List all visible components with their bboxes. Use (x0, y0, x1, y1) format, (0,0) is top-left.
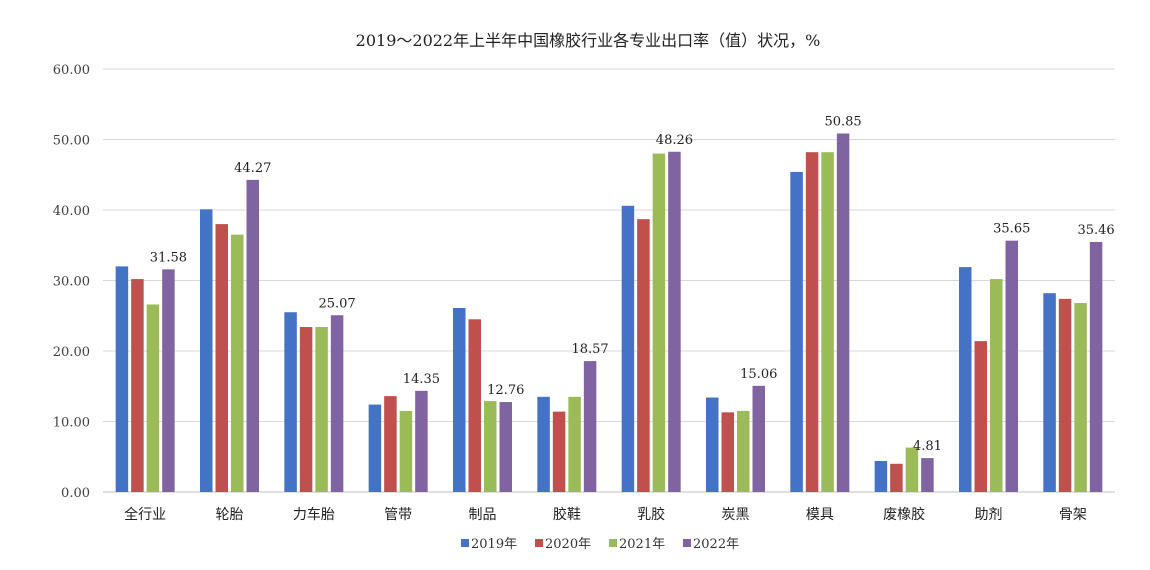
chart-title: 2019～2022年上半年中国橡胶行业各专业出口率（值）状况，% (356, 31, 821, 50)
x-category-label: 力车胎 (293, 506, 335, 523)
bar (246, 179, 259, 493)
x-category-label: 炭黑 (722, 507, 750, 523)
bar (921, 458, 934, 492)
x-category-label: 助剂 (975, 507, 1003, 523)
bar (1005, 240, 1018, 492)
bar (974, 341, 987, 492)
x-category-label: 模具 (806, 507, 834, 523)
legend-label: 2022年 (693, 537, 739, 552)
bar (1089, 242, 1103, 492)
bar (415, 390, 428, 492)
bar (215, 224, 228, 492)
y-tick-label: 0.00 (61, 486, 90, 501)
bar (146, 304, 160, 492)
bar (836, 133, 850, 492)
bar (453, 307, 466, 492)
data-label: 44.27 (234, 161, 271, 176)
y-tick-label: 10.00 (53, 416, 90, 431)
bar (568, 396, 581, 492)
legend-swatch (461, 539, 469, 547)
x-category-label: 管带 (384, 507, 412, 523)
bar (668, 151, 681, 492)
y-tick-label: 50.00 (53, 134, 90, 149)
bar (115, 266, 129, 492)
y-tick-label: 30.00 (53, 275, 90, 290)
bar (484, 401, 497, 492)
data-label: 35.46 (1077, 223, 1114, 238)
data-label: 15.06 (740, 367, 777, 382)
bar (468, 319, 481, 492)
bar (552, 411, 566, 492)
y-axis-ticks: 0.00 10.00 20.00 30.00 40.00 50.00 60.00 (53, 63, 90, 501)
bar (231, 234, 244, 493)
bar (805, 152, 819, 492)
x-axis-categories: 全行业 轮胎 力车胎 管带 制品 胶鞋 乳胶 炭黑 模具 废橡胶 助剂 骨架 (124, 506, 1087, 523)
bar (284, 312, 297, 492)
data-label: 50.85 (824, 115, 861, 130)
bar (299, 327, 313, 492)
bar (384, 396, 397, 492)
bar (874, 460, 888, 492)
bar (330, 315, 344, 492)
x-category-label: 制品 (469, 507, 497, 523)
bar (821, 152, 834, 492)
x-category-label: 乳胶 (637, 506, 665, 523)
data-label: 4.81 (913, 439, 942, 454)
legend-swatch (535, 539, 543, 547)
bar (959, 267, 972, 492)
legend-swatch (609, 539, 617, 547)
legend: 2019年 2020年 2021年 2022年 (461, 537, 739, 552)
bar (499, 402, 512, 492)
bar (1074, 303, 1087, 492)
data-label: 14.35 (403, 372, 440, 387)
bar (368, 404, 382, 492)
bar (1058, 298, 1072, 492)
data-label: 48.26 (656, 133, 693, 148)
bar (621, 205, 635, 492)
gridlines (103, 68, 1115, 493)
data-label: 12.76 (487, 383, 524, 398)
bar (162, 269, 175, 492)
x-category-label: 骨架 (1059, 507, 1087, 523)
x-category-label: 胶鞋 (553, 506, 581, 523)
data-label: 35.65 (993, 222, 1030, 237)
bar (537, 396, 550, 492)
bar (131, 279, 144, 492)
bar (399, 410, 413, 492)
legend-label: 2021年 (619, 537, 665, 552)
legend-swatch (683, 539, 691, 547)
x-category-label: 轮胎 (216, 507, 244, 523)
data-label: 18.57 (571, 342, 608, 357)
bar (737, 410, 750, 492)
bar (637, 219, 650, 493)
bar (752, 385, 765, 492)
bar (1043, 293, 1056, 492)
bar (583, 361, 597, 492)
data-label: 25.07 (318, 296, 355, 311)
legend-label: 2020年 (545, 537, 591, 552)
bars (115, 133, 1103, 493)
bar (706, 397, 719, 492)
data-label: 31.58 (150, 250, 187, 265)
x-category-label: 全行业 (124, 506, 166, 523)
data-labels: 31.58 44.27 25.07 14.35 12.76 18.57 48.26 15.06… (150, 115, 1115, 455)
bar (890, 463, 903, 492)
y-tick-label: 60.00 (53, 63, 90, 78)
bar (905, 447, 919, 492)
y-tick-label: 20.00 (53, 345, 90, 360)
bar (652, 153, 666, 492)
bar (990, 279, 1003, 492)
y-tick-label: 40.00 (53, 204, 90, 219)
bar (315, 327, 328, 492)
bar (200, 209, 213, 493)
bar (790, 171, 803, 492)
bar (721, 412, 734, 492)
x-category-label: 废橡胶 (883, 506, 925, 523)
legend-label: 2019年 (471, 537, 517, 552)
